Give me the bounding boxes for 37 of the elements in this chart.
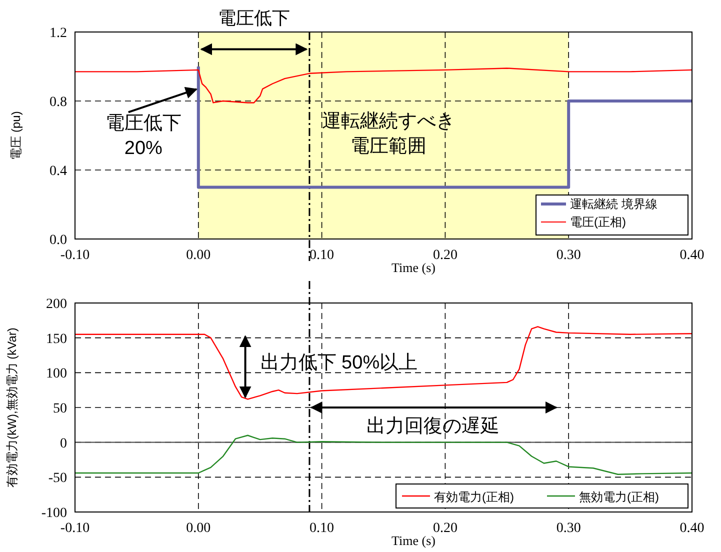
y-tick-label: 0.0	[50, 233, 67, 248]
y-tick-label: -50	[48, 471, 67, 486]
annotation: 運転継続すべき	[322, 110, 455, 132]
x-tick-label: -0.10	[60, 521, 90, 536]
y-tick-label: 0.4	[50, 164, 67, 179]
y-tick-label: 200	[46, 297, 67, 312]
legend-label: 無効電力(正相)	[579, 490, 659, 504]
x-tick-label: -0.10	[60, 248, 90, 263]
annotation: 電圧範囲	[350, 136, 426, 157]
x-tick-label: 0.00	[186, 248, 211, 263]
x-tick-label: 0.20	[432, 521, 458, 536]
y-axis-title: 有効電力(kW),無効電力 (kVar)	[5, 328, 19, 488]
annotation: 電圧低下 20%	[105, 113, 182, 159]
y-tick-label: 0.8	[50, 95, 67, 110]
x-tick-label: 0.40	[680, 248, 704, 263]
y-tick-label: 100	[46, 366, 67, 382]
y-tick-label: 1.2	[50, 26, 67, 41]
annotation: 出力回復の遅延	[366, 416, 500, 437]
y-tick-label: 0	[60, 436, 67, 452]
x-tick-label: 0.40	[680, 521, 704, 536]
annotation: 出力低下 50%以上	[260, 352, 418, 374]
y-axis-title: 電圧 (pu)	[9, 111, 23, 160]
y-tick-label: -100	[41, 506, 67, 521]
y-tick-label: 150	[46, 332, 67, 347]
x-tick-label: 0.10	[310, 248, 334, 263]
text: 電圧低下	[218, 8, 290, 28]
legend-label: 電圧(正相)	[570, 215, 626, 229]
x-axis-title: Time (s)	[392, 260, 436, 275]
x-tick-label: 0.20	[432, 248, 458, 263]
legend-label: 運転継続 境界線	[570, 197, 658, 211]
y-tick-label: 50	[53, 402, 67, 416]
x-tick-label: 0.10	[310, 521, 334, 536]
x-axis-title: Time (s)	[392, 533, 436, 548]
x-tick-label: 0.00	[186, 521, 211, 536]
x-tick-label: 0.30	[556, 248, 581, 263]
x-tick-label: 0.30	[556, 521, 581, 536]
legend-label: 有効電力(正相)	[434, 490, 514, 504]
